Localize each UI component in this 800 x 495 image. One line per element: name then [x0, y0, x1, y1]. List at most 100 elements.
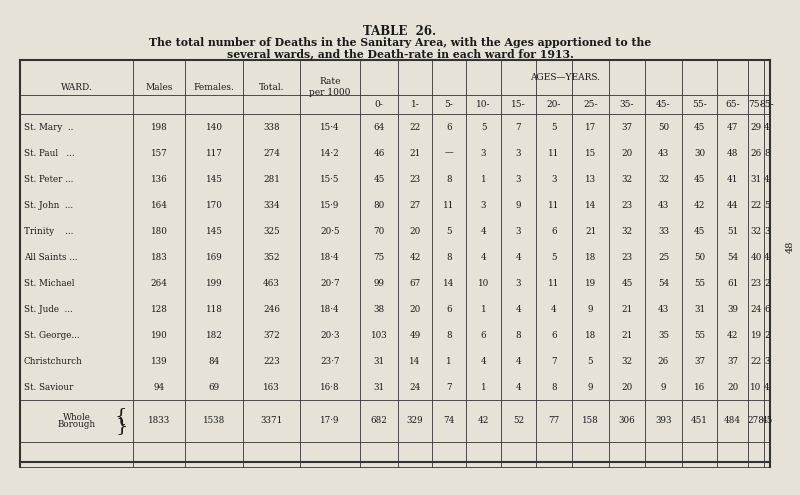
Text: 5: 5: [551, 122, 557, 132]
Text: 1-: 1-: [410, 100, 419, 109]
Text: 3371: 3371: [260, 416, 282, 425]
Text: 37: 37: [727, 356, 738, 365]
Text: 20: 20: [410, 304, 421, 313]
Text: 3: 3: [516, 148, 522, 157]
Text: 10: 10: [478, 279, 489, 288]
Text: 190: 190: [150, 331, 167, 340]
Text: 11: 11: [548, 148, 560, 157]
Text: 1833: 1833: [148, 416, 170, 425]
Text: St. Michael: St. Michael: [24, 279, 74, 288]
Text: 7: 7: [446, 383, 452, 392]
Text: St. Paul   ...: St. Paul ...: [24, 148, 74, 157]
Text: 35-: 35-: [620, 100, 634, 109]
Text: 6: 6: [446, 304, 452, 313]
Text: AGES—YEARS.: AGES—YEARS.: [530, 73, 600, 82]
Text: 20·5: 20·5: [320, 227, 340, 236]
Text: 17·9: 17·9: [320, 416, 340, 425]
Text: 22: 22: [410, 122, 421, 132]
Text: 94: 94: [154, 383, 165, 392]
Text: 463: 463: [263, 279, 280, 288]
Text: 682: 682: [370, 416, 387, 425]
Text: 42: 42: [727, 331, 738, 340]
Text: 2: 2: [764, 279, 770, 288]
Text: 145: 145: [206, 175, 222, 184]
Text: 18·4: 18·4: [320, 252, 340, 261]
Text: 145: 145: [206, 227, 222, 236]
Text: 8: 8: [764, 148, 770, 157]
Text: Females.: Females.: [194, 83, 234, 92]
Text: 4: 4: [516, 356, 522, 365]
Text: 80: 80: [374, 200, 385, 209]
Text: 38: 38: [374, 304, 385, 313]
Text: St. John  ...: St. John ...: [24, 200, 73, 209]
Text: 4: 4: [516, 304, 522, 313]
Text: 99: 99: [374, 279, 385, 288]
Text: 14·2: 14·2: [320, 148, 340, 157]
Text: 37: 37: [622, 122, 633, 132]
Text: 54: 54: [658, 279, 669, 288]
Text: 23: 23: [750, 279, 762, 288]
Text: 16·8: 16·8: [320, 383, 340, 392]
Text: 52: 52: [513, 416, 524, 425]
Text: 14: 14: [585, 200, 596, 209]
Text: 45: 45: [694, 122, 705, 132]
Text: 20: 20: [622, 383, 633, 392]
Text: 306: 306: [618, 416, 635, 425]
Text: 26: 26: [750, 148, 762, 157]
Text: 158: 158: [582, 416, 599, 425]
Text: 183: 183: [150, 252, 167, 261]
Text: 46: 46: [374, 148, 385, 157]
Text: 20: 20: [622, 148, 633, 157]
Text: 14: 14: [443, 279, 454, 288]
Text: 21: 21: [410, 148, 421, 157]
Text: 157: 157: [150, 148, 167, 157]
Text: Total.: Total.: [258, 83, 284, 92]
Text: {: {: [114, 407, 127, 425]
Text: 43: 43: [658, 304, 669, 313]
Text: —: —: [445, 148, 454, 157]
Text: 393: 393: [655, 416, 672, 425]
Text: 21: 21: [622, 304, 633, 313]
Text: Rate
per 1000: Rate per 1000: [310, 77, 350, 98]
Text: 22: 22: [750, 356, 762, 365]
Text: 75: 75: [374, 252, 385, 261]
Text: 19: 19: [585, 279, 596, 288]
Text: 19: 19: [750, 331, 762, 340]
Text: 32: 32: [622, 175, 633, 184]
Text: 180: 180: [150, 227, 167, 236]
Text: 31: 31: [694, 304, 705, 313]
Text: 55-: 55-: [692, 100, 707, 109]
Text: 61: 61: [727, 279, 738, 288]
Text: 20: 20: [410, 227, 421, 236]
Text: 5: 5: [551, 252, 557, 261]
Text: 5: 5: [588, 356, 594, 365]
Text: 11: 11: [443, 200, 454, 209]
Text: 140: 140: [206, 122, 222, 132]
Text: 42: 42: [694, 200, 705, 209]
Text: 45-: 45-: [656, 100, 671, 109]
Text: 11: 11: [548, 200, 560, 209]
Text: The total number of Deaths in the Sanitary Area, with the Ages apportioned to th: The total number of Deaths in the Sanita…: [149, 37, 651, 48]
Text: 45: 45: [762, 416, 773, 425]
Text: 45: 45: [622, 279, 633, 288]
Text: 3: 3: [516, 227, 522, 236]
Text: 139: 139: [150, 356, 167, 365]
Text: 117: 117: [206, 148, 222, 157]
Text: 329: 329: [406, 416, 423, 425]
Text: 23: 23: [622, 252, 633, 261]
Text: 29: 29: [750, 122, 762, 132]
Text: 10: 10: [750, 383, 762, 392]
Text: St. Peter ...: St. Peter ...: [24, 175, 74, 184]
Text: 10-: 10-: [476, 100, 490, 109]
Text: 32: 32: [622, 227, 633, 236]
Text: 41: 41: [727, 175, 738, 184]
Text: 6: 6: [551, 331, 557, 340]
Text: several wards, and the Death-rate in each ward for 1913.: several wards, and the Death-rate in eac…: [226, 48, 574, 59]
Text: 7: 7: [516, 122, 522, 132]
Text: 18: 18: [585, 252, 596, 261]
Text: 2: 2: [764, 331, 770, 340]
Text: 40: 40: [750, 252, 762, 261]
Text: Christchurch: Christchurch: [24, 356, 83, 365]
Text: 170: 170: [206, 200, 222, 209]
Text: Borough: Borough: [58, 420, 95, 429]
